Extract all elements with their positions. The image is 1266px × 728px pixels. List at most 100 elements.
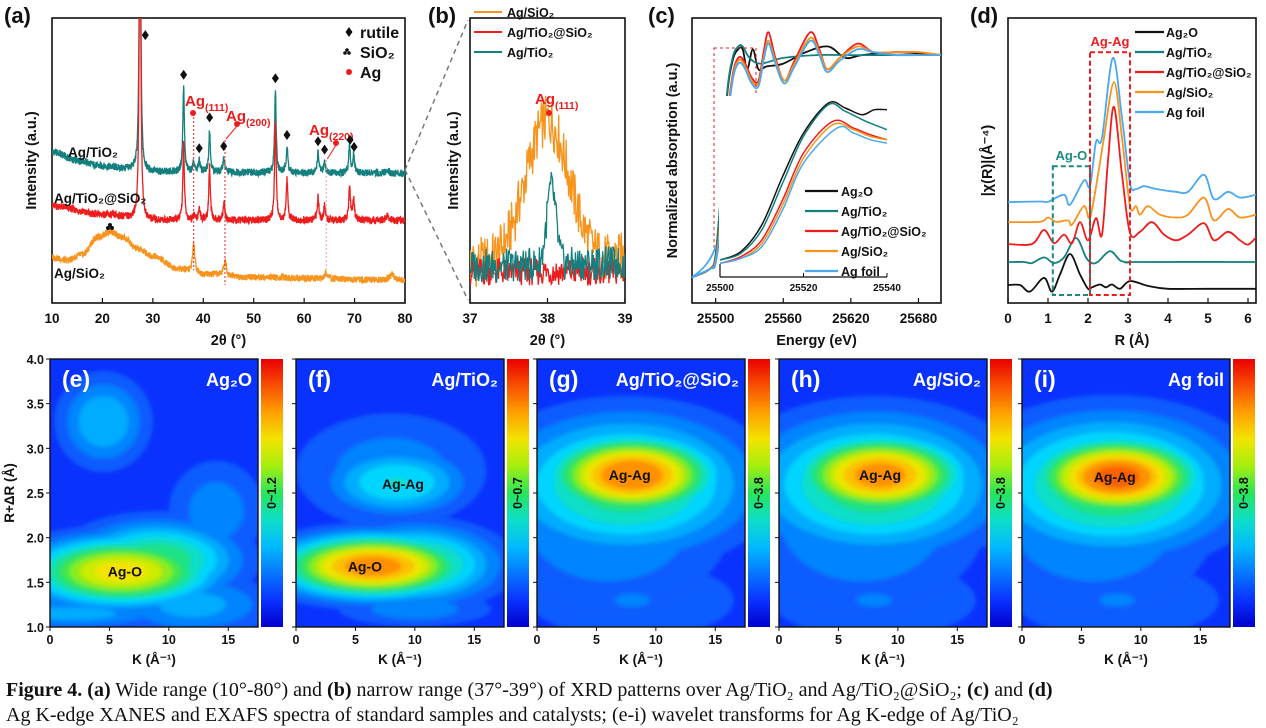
heatmap-title: Ag/TiO₂	[431, 370, 498, 390]
legend-label: Ag foil	[1166, 106, 1205, 120]
x-axis-label-g: K (Å⁻¹)	[619, 652, 663, 667]
x-tick-label: 10	[1134, 633, 1148, 647]
x-axis-label-a: 2θ (°)	[211, 333, 247, 349]
caption-ref-d: (d)	[1028, 679, 1053, 701]
heatmap-contour	[50, 607, 116, 620]
legend-label: Ag/TiO₂@SiO₂	[841, 225, 927, 239]
legend-label: Ag/TiO₂@SiO₂	[507, 26, 593, 40]
y-axis-label-d: |χ(R)|(Å⁻⁴)	[979, 125, 996, 197]
x-tick-label: 5	[593, 633, 600, 647]
x-tick-label: 0	[776, 633, 783, 647]
series-line-Ag/TiO₂	[470, 171, 625, 283]
x-tick-label: 38	[540, 311, 556, 326]
x-axis-label-b: 2θ (°)	[530, 333, 566, 349]
ag-dot-icon	[190, 110, 196, 116]
ag-arrow	[326, 144, 337, 160]
caption-line-1: Figure 4. (a) Wide range (10°-80°) and (…	[6, 678, 1266, 703]
sio2-club-icon	[105, 223, 114, 230]
heatmap-contour	[1094, 466, 1140, 488]
bond-annotation: Ag-Ag	[859, 467, 901, 483]
figure-caption: Figure 4. (a) Wide range (10°-80°) and (…	[6, 678, 1266, 728]
caption-ref-b: (b)	[327, 679, 352, 701]
x-tick-label: 15	[467, 633, 481, 647]
rutile-diamond-icon	[321, 144, 329, 155]
legend-d: Ag₂O Ag/TiO₂ Ag/TiO₂@SiO₂ Ag/SiO₂ Ag foil	[1135, 26, 1252, 120]
caption-figure-number: Figure 4.	[6, 679, 83, 701]
x-tick-label: 4	[1164, 311, 1172, 326]
bond-annotation: Ag-O	[348, 558, 382, 574]
colorbar-range-label: 0~1.2	[265, 477, 279, 509]
ag-reflection-label: Ag(220)	[309, 122, 354, 143]
heatmap-contour	[386, 477, 408, 488]
x-tick-label: 25560	[764, 311, 802, 326]
y-axis-label-b: Intensity (a.u.)	[446, 111, 462, 209]
panel-label-g: (g)	[549, 366, 578, 392]
inset-x-tick-label: 25540	[873, 283, 901, 294]
legend-label: rutile	[360, 25, 399, 42]
sample-label: Ag/SiO₂	[54, 266, 105, 281]
series-line-Ag₂O	[1008, 253, 1256, 293]
rutile-diamond-icon	[346, 134, 354, 145]
ag-reflection-label: Ag(200)	[226, 108, 271, 129]
legend-label: SiO₂	[360, 45, 395, 62]
x-tick-label: 10	[44, 311, 59, 326]
inset-series-line-Ag/TiO₂@SiO₂	[719, 119, 888, 265]
series-line-Ag/SiO₂	[1008, 81, 1256, 227]
heatmap-h	[779, 359, 987, 627]
inset-series-line-Ag/TiO₂	[719, 102, 888, 261]
x-tick-label: 20	[95, 311, 110, 326]
x-axis-label-f: K (Å⁻¹)	[378, 652, 422, 667]
x-tick-label: 10	[891, 633, 905, 647]
x-axis-label-h: K (Å⁻¹)	[861, 652, 905, 667]
panel-label-h: (h)	[791, 366, 820, 392]
panel-label-f: (f)	[308, 366, 331, 392]
x-tick-label: 70	[347, 311, 362, 326]
sample-label: Ag/TiO₂@SiO₂	[54, 191, 146, 206]
rutile-diamond-icon	[141, 30, 149, 41]
legend-label: Ag/TiO₂	[507, 46, 553, 60]
ag-dot-icon	[346, 69, 352, 75]
rutile-diamond-icon	[314, 136, 322, 147]
zoom-connector	[404, 19, 469, 301]
ag-reflection-label: Ag(111)	[185, 93, 228, 114]
ag-dot-icon	[546, 110, 553, 116]
rutile-diamond-icon	[350, 141, 358, 152]
panel-label-i: (i)	[1034, 366, 1056, 392]
inset-x-tick-label: 25520	[790, 283, 818, 294]
y-tick-label: 4.0	[27, 353, 44, 367]
series-group-b	[470, 95, 625, 288]
y-tick-label: 2.0	[27, 532, 44, 546]
panel-label-c: (c)	[648, 3, 675, 28]
legend-a: rutile SiO₂ Ag	[343, 25, 399, 82]
y-axis-label-e: R+ΔR (Å)	[2, 463, 17, 523]
heatmap-contour	[189, 482, 244, 540]
bond-annotation: Ag-Ag	[382, 476, 424, 492]
colorbar-range-label: 0~3.8	[994, 477, 1008, 509]
x-tick-label: 2	[1084, 311, 1092, 326]
x-tick-label: 1	[1044, 311, 1052, 326]
bond-annotation: Ag-Ag	[609, 467, 651, 483]
series-line-Ag/TiO₂	[692, 44, 941, 279]
ag-reflection-label: Ag(111)	[535, 91, 578, 112]
colorbar-h	[990, 359, 1012, 627]
y-axis-label-c: Normalized absorption (a.u.)	[665, 62, 681, 258]
series-line-Ag foil	[1008, 56, 1256, 206]
x-tick-label: 10	[408, 633, 422, 647]
x-tick-label: 10	[649, 633, 663, 647]
x-tick-label: 15	[1193, 633, 1207, 647]
x-tick-label: 3	[1124, 311, 1132, 326]
series-line-Ag/TiO₂@SiO₂	[1008, 105, 1256, 246]
x-tick-label: 5	[352, 633, 359, 647]
heatmap-i	[1022, 359, 1230, 627]
x-tick-label: 0	[1019, 633, 1026, 647]
region-box-Ag-Ag	[1089, 51, 1131, 297]
x-tick-label: 15	[950, 633, 964, 647]
heatmap-e	[50, 359, 258, 627]
panel-label-d: (d)	[970, 3, 998, 28]
rutile-diamond-icon	[180, 69, 188, 80]
heatmap-title: Ag₂O	[206, 370, 252, 390]
x-tick-label: 10	[162, 633, 176, 647]
x-tick-label: 30	[145, 311, 160, 326]
x-tick-label: 25500	[697, 311, 735, 326]
